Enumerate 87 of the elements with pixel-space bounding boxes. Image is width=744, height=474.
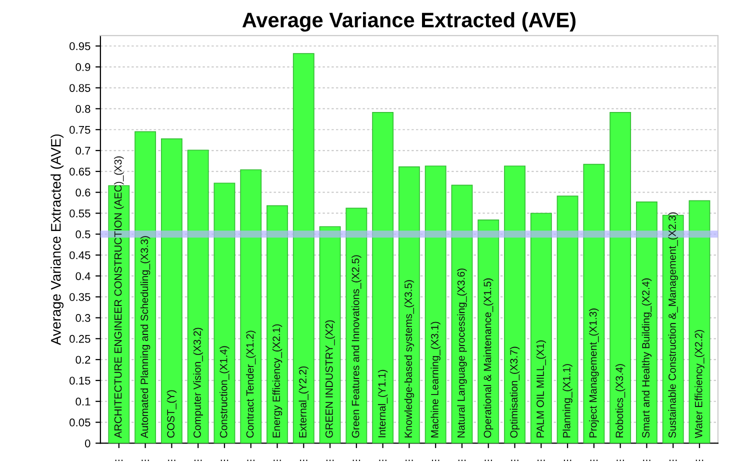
data-label: Knowledge-based systems_(X3.5) — [404, 280, 414, 438]
data-label: Planning_(X1.1) — [562, 364, 572, 438]
x-tick-label: ... — [643, 460, 650, 461]
x-tick-label: ... — [274, 460, 281, 461]
x-tick-label: ... — [168, 460, 176, 461]
x-tick-label: ... — [194, 460, 202, 461]
x-tick-label: ... — [115, 460, 123, 461]
bar — [636, 202, 658, 444]
data-label: Optimisation_(X3.7) — [510, 346, 520, 438]
y-tick-label: 0.7 — [76, 146, 90, 155]
x-tick-label: ... — [458, 460, 466, 461]
data-label: Water Efficiency_(X2.2) — [694, 330, 704, 438]
y-tick-label: 0.65 — [70, 168, 90, 176]
y-tick-label: 0.15 — [70, 376, 90, 385]
data-label: Computer Vision_(X3.2) — [193, 328, 203, 438]
bar — [504, 166, 526, 444]
x-tick-label: ... — [326, 460, 334, 461]
x-tick-label: ... — [696, 460, 704, 461]
data-label: Natural Language processing_(X3.6) — [457, 268, 467, 438]
bar — [240, 169, 262, 444]
y-tick-label: 0.95 — [70, 42, 90, 50]
data-label: Robotics_(X3.4) — [615, 364, 626, 438]
x-tick-label: ... — [669, 460, 677, 461]
bar — [214, 182, 236, 444]
x-tick-label: ... — [511, 460, 518, 461]
data-label: Construction_(X1.4) — [220, 346, 230, 438]
y-tick-label: 0.2 — [76, 356, 90, 364]
data-label: Machine Learning_(X3.1) — [430, 322, 440, 438]
x-tick-label: ... — [432, 460, 440, 461]
bar — [346, 208, 368, 444]
bar — [688, 200, 710, 444]
x-tick-label: ... — [616, 460, 624, 461]
bar — [372, 112, 394, 444]
y-tick-label: 0.4 — [76, 272, 90, 280]
y-tick-label: 0 — [84, 439, 90, 448]
bar — [398, 166, 420, 444]
data-label: Operational & Maintenance_(X1.5) — [484, 278, 494, 438]
data-label: ARCHITECTURE ENGINEER CONSTRUCTION (AEC)_(X3) — [114, 156, 124, 438]
y-axis-title: Average Variance Extracted (AVE) — [50, 134, 64, 346]
data-label: Internal_(Y1.1) — [378, 370, 388, 438]
bar — [160, 138, 182, 444]
x-tick-label: ... — [300, 460, 308, 461]
x-tick-label: ... — [142, 460, 149, 461]
y-tick-label: 0.35 — [70, 293, 90, 301]
bar — [610, 112, 632, 444]
data-label: GREEN INDUSTRY_(X2) — [325, 320, 335, 438]
x-tick-label: ... — [220, 460, 228, 461]
y-tick-label: 0.55 — [70, 210, 90, 218]
x-tick-label: ... — [406, 460, 413, 461]
x-tick-label: ... — [538, 460, 545, 461]
x-tick-label: ... — [484, 460, 492, 461]
data-label: External_(Y2.2) — [298, 366, 308, 438]
bar — [134, 131, 156, 444]
data-label: Automated Planning and Scheduling_(X3.3) — [140, 236, 150, 438]
y-tick-label: 0.45 — [70, 251, 90, 260]
y-tick-label: 0.3 — [76, 314, 90, 322]
x-tick-label: ... — [247, 460, 254, 461]
data-label: Project Management_(X1.3) — [589, 308, 599, 438]
y-tick-label: 0.9 — [76, 63, 90, 72]
data-label: Contract Tender_(X1.2) — [246, 330, 256, 438]
bar — [292, 53, 314, 444]
x-tick-label: ... — [564, 460, 572, 461]
bar — [583, 164, 605, 444]
x-tick-label: ... — [352, 460, 360, 461]
y-tick-label: 0.6 — [76, 188, 90, 196]
data-label: Sustainable Construction &_Management_(X2.3) — [668, 212, 678, 438]
data-label: PALM OIL MILL_(X1) — [536, 340, 546, 438]
y-tick-label: 0.5 — [76, 230, 90, 238]
data-label: Smart and Healthy Building_(X2.4) — [642, 278, 652, 438]
data-label: Green Features and Innovations_(X2.5) — [352, 255, 362, 438]
y-tick-label: 0.85 — [70, 84, 90, 92]
x-tick-label: ... — [590, 460, 598, 461]
data-label: COST_(Y) — [166, 390, 177, 438]
bar — [187, 150, 209, 444]
bar — [424, 166, 446, 444]
y-tick-label: 0.1 — [76, 398, 90, 406]
x-tick-label: ... — [379, 460, 386, 461]
data-label: Energy Efficiency_(X2.1) — [272, 324, 282, 438]
bar — [530, 212, 552, 444]
y-tick-label: 0.25 — [70, 334, 90, 343]
bar — [266, 205, 288, 444]
chart-title: Average Variance Extracted (AVE) — [242, 12, 576, 32]
bar — [478, 220, 500, 444]
y-tick-label: 0.05 — [70, 418, 90, 426]
y-tick-label: 0.75 — [70, 126, 90, 134]
bar — [556, 196, 578, 444]
y-tick-label: 0.8 — [76, 104, 90, 113]
